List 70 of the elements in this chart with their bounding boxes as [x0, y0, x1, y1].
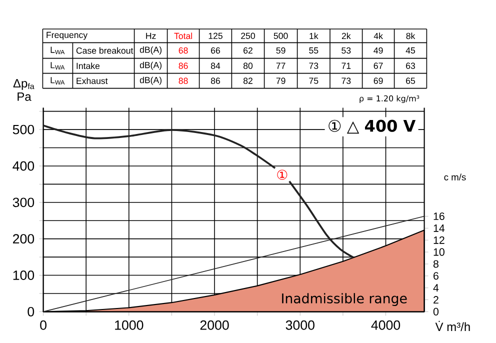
y-tick-label: 400 — [12, 161, 34, 171]
text: 1k — [310, 32, 318, 40]
text: 67 — [374, 62, 383, 69]
text: dB(A) — [140, 76, 162, 85]
text: 53 — [342, 47, 351, 54]
y2-tick-label: 4 — [433, 284, 439, 292]
text: 71 — [342, 62, 351, 69]
text: 68 — [178, 47, 188, 54]
text: Total — [174, 32, 192, 40]
text: 8k — [406, 32, 416, 40]
y2-tick-label: 16 — [434, 212, 444, 220]
text: Frequency — [46, 32, 88, 40]
x-tick-label: 1000 — [115, 320, 144, 330]
text: 86 — [210, 78, 220, 84]
annotation: ① — [277, 170, 288, 180]
y-axis-title: Δp$_{fa}$ Pa — [13, 79, 34, 101]
text: L$_{WA}$ — [50, 62, 65, 70]
y2-tick-label: 2 — [434, 296, 438, 304]
text: 88 — [178, 78, 188, 84]
text: 4k — [374, 32, 383, 40]
text: 55 — [309, 47, 318, 54]
annotation: ① △ 400 V — [328, 120, 416, 134]
text: dB(A) — [140, 46, 162, 55]
text: 63 — [406, 62, 416, 69]
y-tick-label: 500 — [12, 124, 34, 134]
y-tick-label: 100 — [13, 270, 34, 280]
text: 82 — [243, 78, 252, 84]
y2-tick-label: 12 — [434, 236, 444, 244]
x-axis-title: V̇ m³/h — [435, 320, 470, 332]
text: 49 — [374, 47, 383, 54]
y-tick-label: 300 — [12, 198, 34, 208]
text: L$_{WA}$ — [50, 46, 65, 54]
text: 62 — [244, 47, 252, 54]
text: dB(A) — [140, 62, 162, 70]
y2-axis-title: c m/s — [444, 174, 466, 180]
text: 73 — [342, 78, 351, 84]
text: 125 — [208, 32, 222, 39]
text: 59 — [276, 47, 286, 54]
x-tick-label: 0 — [40, 320, 46, 330]
text: Exhaust — [76, 78, 108, 84]
text: 69 — [374, 78, 383, 84]
x-tick-label: 2000 — [200, 320, 229, 330]
y2-tick-label: 10 — [434, 248, 444, 256]
text: 66 — [211, 47, 220, 54]
text: 65 — [406, 78, 416, 84]
text: Case breakout — [76, 47, 134, 54]
text: 80 — [243, 62, 253, 69]
text: 250 — [241, 32, 256, 39]
text: Intake — [76, 62, 100, 70]
text: Hz — [146, 32, 156, 39]
text: 500 — [274, 32, 288, 39]
x-tick-label: 4000 — [371, 320, 400, 330]
text: 45 — [406, 47, 416, 54]
text: 84 — [210, 62, 220, 69]
text: L$_{WA}$ — [50, 77, 65, 84]
text: 86 — [178, 62, 188, 69]
y-tick-label: 200 — [13, 234, 34, 244]
text: 75 — [309, 78, 318, 84]
text: ρ = 1.20 kg/m³ — [360, 95, 420, 103]
y2-tick-label: 6 — [434, 272, 438, 280]
text: 79 — [276, 78, 286, 84]
y2-tick-label: 0 — [433, 308, 439, 316]
text: 73 — [309, 62, 318, 69]
y-tick-label: 0 — [28, 306, 34, 316]
text: 77 — [276, 62, 286, 69]
x-tick-label: 3000 — [286, 320, 314, 330]
y2-tick-label: 8 — [433, 260, 438, 268]
y2-tick-label: 14 — [434, 224, 445, 232]
annotation: Inadmissible range — [282, 293, 407, 306]
text: 2k — [342, 32, 351, 40]
